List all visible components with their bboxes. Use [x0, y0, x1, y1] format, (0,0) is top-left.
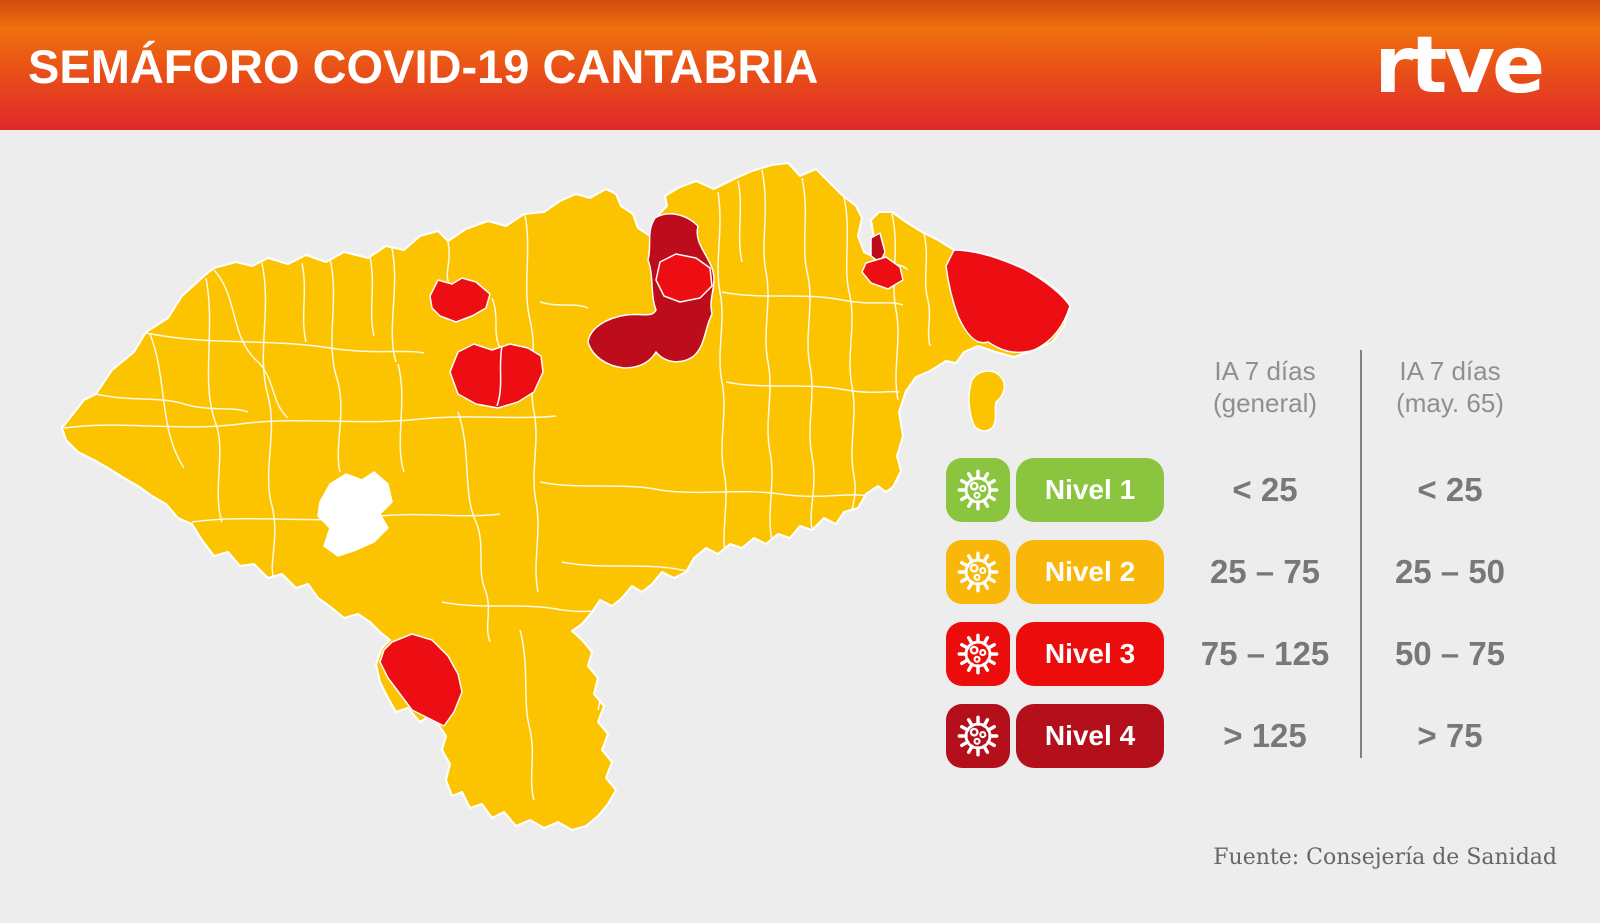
municipality-level3-east-small — [861, 256, 904, 290]
municipality-level3-east-coast — [945, 249, 1071, 354]
municipality-level3-enclave — [655, 253, 713, 303]
column-header-line: (general) — [1212, 388, 1318, 418]
virus-icon — [955, 631, 1001, 677]
value-general-nivel-4: > 125 — [1223, 717, 1307, 754]
header-banner: SEMÁFORO COVID-19 CANTABRIA rtve — [0, 0, 1600, 130]
municipality-level4-central — [587, 213, 715, 369]
level-pill-nivel-2: Nivel 2 — [1016, 540, 1164, 604]
virus-badge-nivel-1 — [946, 458, 1010, 522]
level-label: Nivel 1 — [1044, 474, 1136, 505]
virus-icon — [955, 467, 1001, 513]
rtve-logo: rtve — [1374, 21, 1545, 111]
municipality-borders — [63, 169, 931, 801]
value-general-nivel-1: < 25 — [1232, 471, 1298, 508]
municipality-level3-west-pair — [449, 343, 544, 409]
map-islet — [968, 370, 1006, 432]
level-pill-nivel-1: Nivel 1 — [1016, 458, 1164, 522]
level-label: Nivel 3 — [1044, 638, 1136, 669]
municipality-no-data-white — [317, 471, 393, 557]
level-pill-nivel-3: Nivel 3 — [1016, 622, 1164, 686]
municipality-level3-southwest — [379, 633, 463, 727]
column-header-ia-general: IA 7 días (general) — [1175, 355, 1355, 419]
municipality-level3-west-small — [429, 277, 491, 323]
column-header-line: (may. 65) — [1396, 388, 1504, 418]
virus-icon — [955, 549, 1001, 595]
column-header-line: IA 7 días — [1399, 356, 1501, 386]
page-title: SEMÁFORO COVID-19 CANTABRIA — [28, 40, 819, 93]
virus-badge-nivel-4 — [946, 704, 1010, 768]
value-mayores-nivel-3: 50 – 75 — [1394, 635, 1506, 672]
value-mayores-nivel-4: > 75 — [1417, 717, 1483, 754]
value-general-nivel-2: 25 – 75 — [1209, 553, 1321, 590]
level-label: Nivel 2 — [1044, 556, 1136, 587]
virus-icon — [955, 713, 1001, 759]
level-label: Nivel 4 — [1044, 720, 1136, 751]
virus-badge-nivel-3 — [946, 622, 1010, 686]
map-region-cantabria — [61, 162, 1071, 831]
column-header-ia-mayores: IA 7 días (may. 65) — [1360, 355, 1540, 419]
value-mayores-nivel-1: < 25 — [1417, 471, 1483, 508]
value-general-nivel-3: 75 – 125 — [1200, 635, 1330, 672]
value-mayores-nivel-2: 25 – 50 — [1394, 553, 1506, 590]
colored-municipalities — [317, 213, 1071, 727]
level-pill-nivel-4: Nivel 4 — [1016, 704, 1164, 768]
column-divider — [1360, 350, 1362, 758]
column-header-line: IA 7 días — [1214, 356, 1316, 386]
virus-badge-nivel-2 — [946, 540, 1010, 604]
source-attribution: Fuente: Consejería de Sanidad — [1213, 845, 1557, 870]
